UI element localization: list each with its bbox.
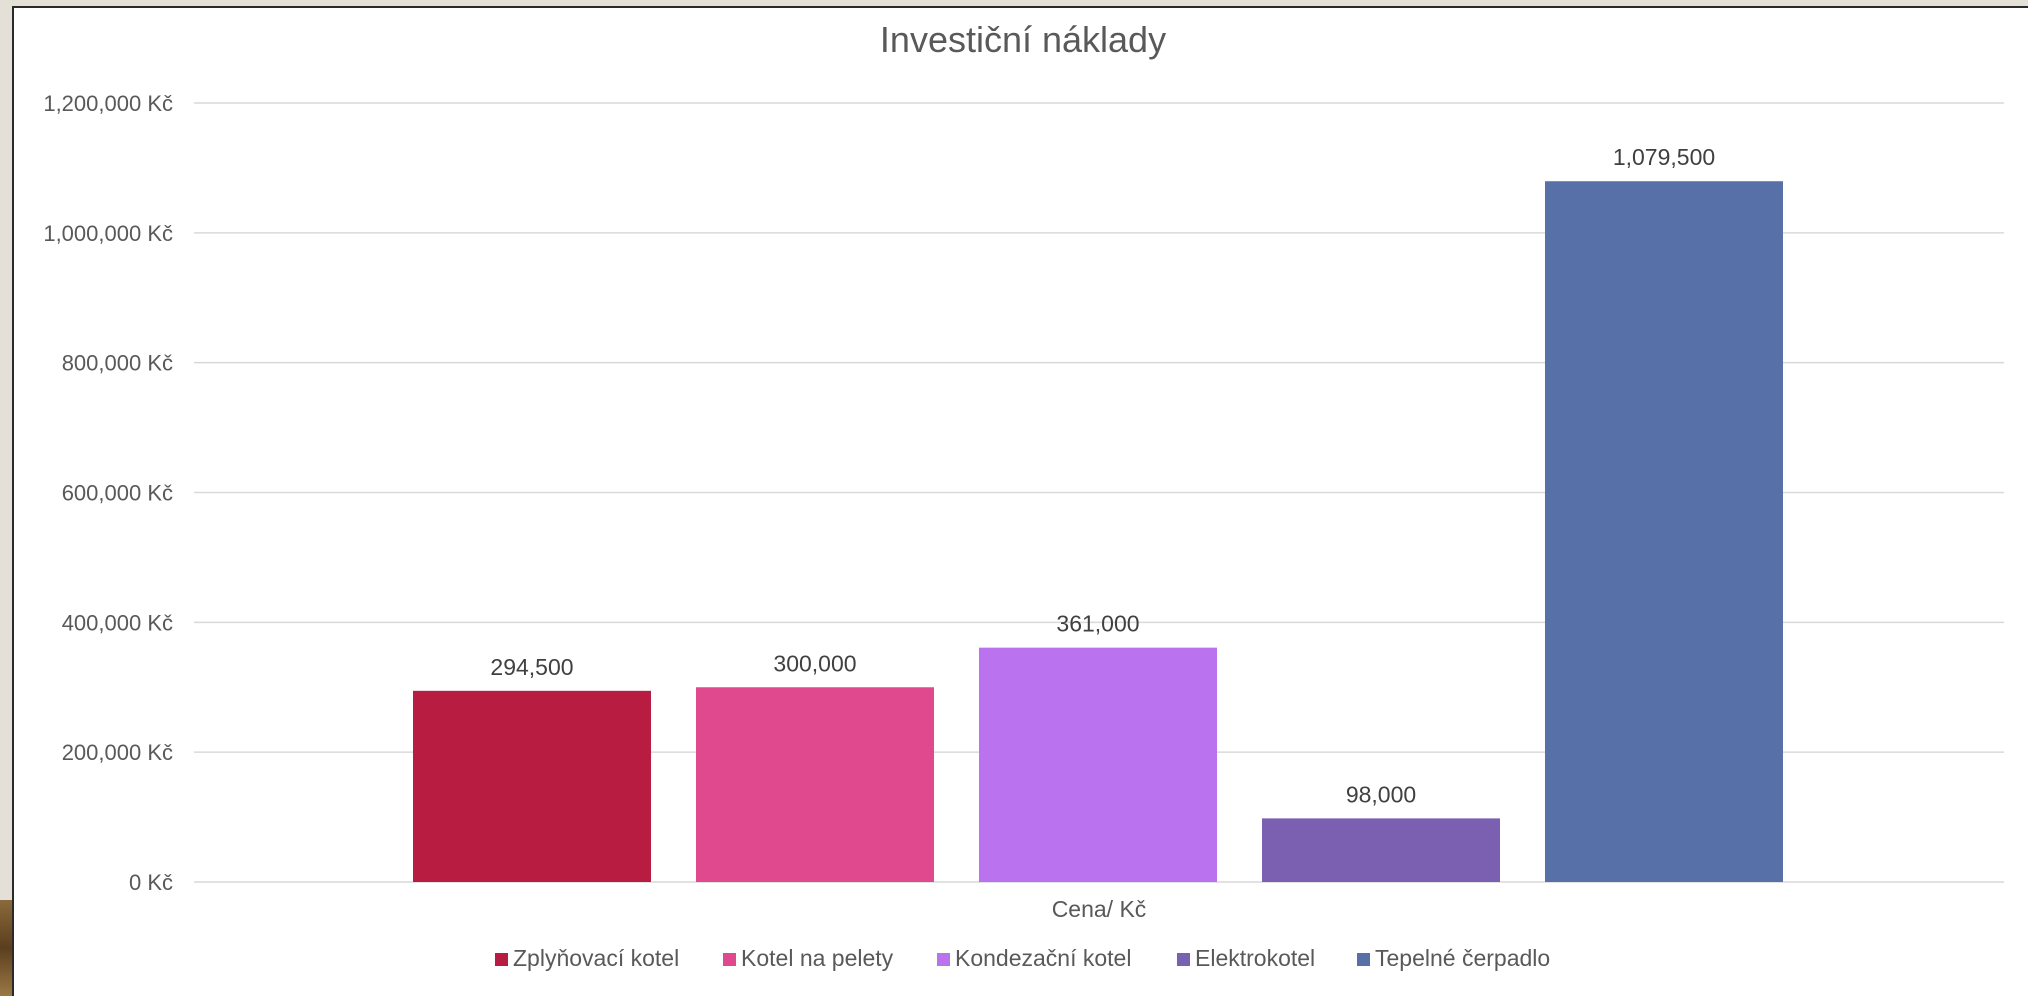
data-label: 361,000 — [1056, 611, 1139, 637]
bar-chart: Investiční náklady 0 Kč 200,000 Kč 400,000… — [43, 19, 2004, 971]
y-tick-label: 600,000 Kč — [62, 481, 173, 506]
y-axis-tick-labels: 0 Kč 200,000 Kč 400,000 Kč 600,000 Kč 800,00… — [43, 91, 173, 895]
legend-label: Kotel na pelety — [741, 945, 894, 971]
bar — [413, 690, 651, 882]
y-tick-label: 0 Kč — [129, 870, 173, 895]
chart-title: Investiční náklady — [880, 19, 1166, 60]
bar — [696, 687, 934, 882]
bar — [1545, 181, 1783, 882]
data-label: 98,000 — [1346, 781, 1416, 807]
data-labels: 294,500 300,000 361,000 98,000 1,079,500 — [490, 144, 1715, 807]
bar — [1262, 818, 1500, 882]
bar — [979, 647, 1217, 882]
legend-swatch — [937, 953, 950, 966]
y-tick-label: 1,000,000 Kč — [43, 221, 173, 246]
legend-label: Zplyňovací kotel — [513, 945, 679, 971]
chart-area: Investiční náklady 0 Kč 200,000 Kč 400,000… — [12, 6, 2028, 996]
legend: Zplyňovací kotel Kotel na pelety Kondezačn… — [495, 945, 1550, 971]
data-label: 1,079,500 — [1613, 144, 1715, 170]
legend-swatch — [1357, 953, 1370, 966]
legend-swatch — [495, 953, 508, 966]
legend-label: Elektrokotel — [1195, 945, 1315, 971]
legend-label: Kondezační kotel — [955, 945, 1131, 971]
data-label: 300,000 — [773, 650, 856, 676]
y-tick-label: 200,000 Kč — [62, 740, 173, 765]
legend-swatch — [1177, 953, 1190, 966]
x-axis-title: Cena/ Kč — [1052, 896, 1147, 922]
bars — [413, 181, 1783, 882]
legend-swatch — [723, 953, 736, 966]
y-tick-label: 1,200,000 Kč — [43, 91, 173, 116]
data-label: 294,500 — [490, 654, 573, 680]
y-tick-label: 800,000 Kč — [62, 351, 173, 376]
y-tick-label: 400,000 Kč — [62, 610, 173, 635]
legend-label: Tepelné čerpadlo — [1375, 945, 1550, 971]
